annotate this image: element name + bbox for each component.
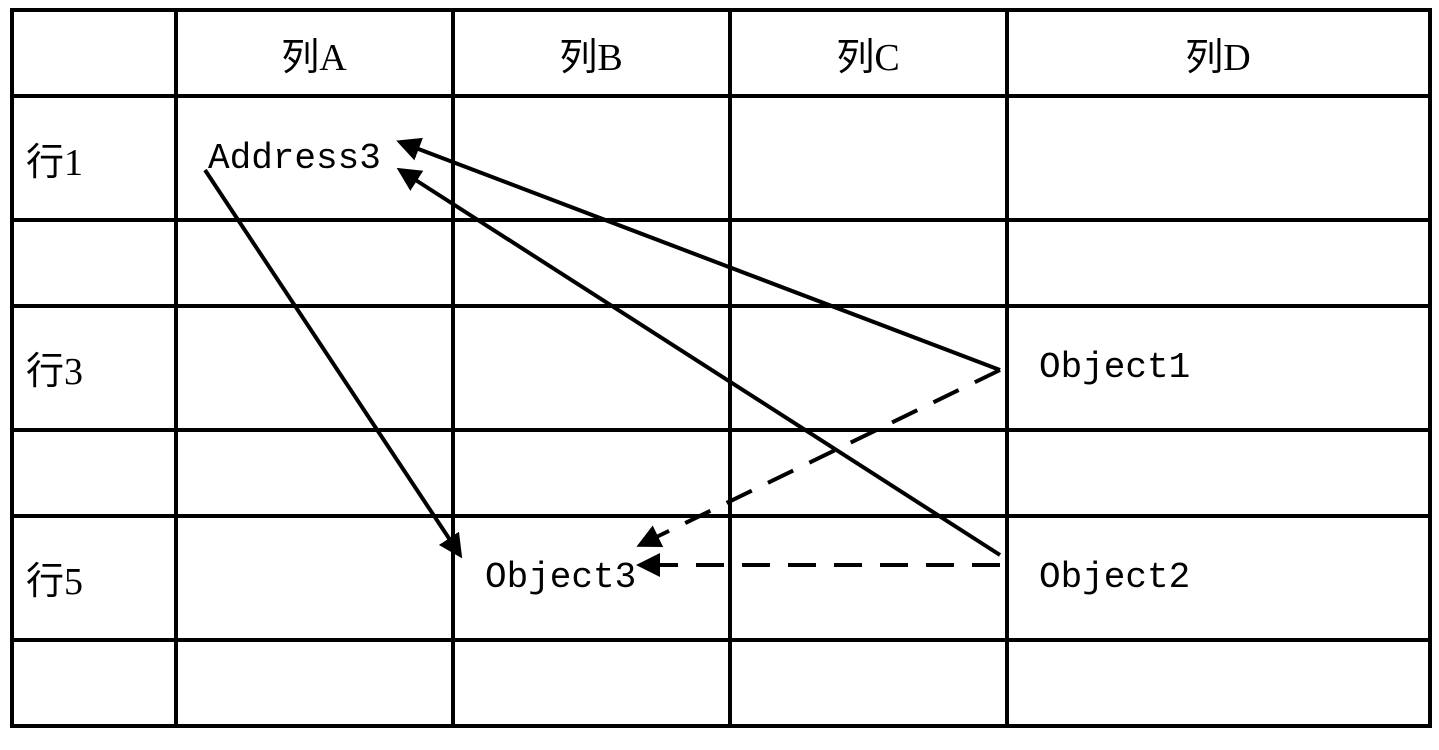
table-cell [176, 640, 453, 726]
table-cell [1007, 220, 1430, 306]
table-cell [730, 640, 1007, 726]
table-cell [453, 220, 730, 306]
table-cell [176, 220, 453, 306]
table-cell [453, 306, 730, 430]
table-cell [730, 96, 1007, 220]
grid-table: 列A列B列C列D 行1Address3行3 Object1 行5 Object3 Obje… [10, 8, 1432, 728]
table-cell [453, 640, 730, 726]
column-header: 列B [453, 10, 730, 96]
table-cell: Object2 [1007, 516, 1430, 640]
table-cell [453, 430, 730, 516]
corner-cell [12, 10, 176, 96]
table-cell: Object1 [1007, 306, 1430, 430]
table-cell: Object3 [453, 516, 730, 640]
table-cell [176, 516, 453, 640]
table-cell [1007, 430, 1430, 516]
table-cell [176, 430, 453, 516]
table-cell [1007, 96, 1430, 220]
row-header: 行5 [12, 516, 176, 640]
diagram-container: 列A列B列C列D 行1Address3行3 Object1 行5 Object3 Obje… [0, 0, 1439, 750]
column-header: 列C [730, 10, 1007, 96]
table-cell [730, 516, 1007, 640]
table-cell [453, 96, 730, 220]
table-cell [730, 220, 1007, 306]
table-cell [730, 430, 1007, 516]
row-header: 行1 [12, 96, 176, 220]
row-header [12, 640, 176, 726]
table-cell: Address3 [176, 96, 453, 220]
table-cell [1007, 640, 1430, 726]
row-header [12, 220, 176, 306]
table-cell [730, 306, 1007, 430]
column-header: 列A [176, 10, 453, 96]
row-header: 行3 [12, 306, 176, 430]
row-header [12, 430, 176, 516]
table-cell [176, 306, 453, 430]
column-header: 列D [1007, 10, 1430, 96]
